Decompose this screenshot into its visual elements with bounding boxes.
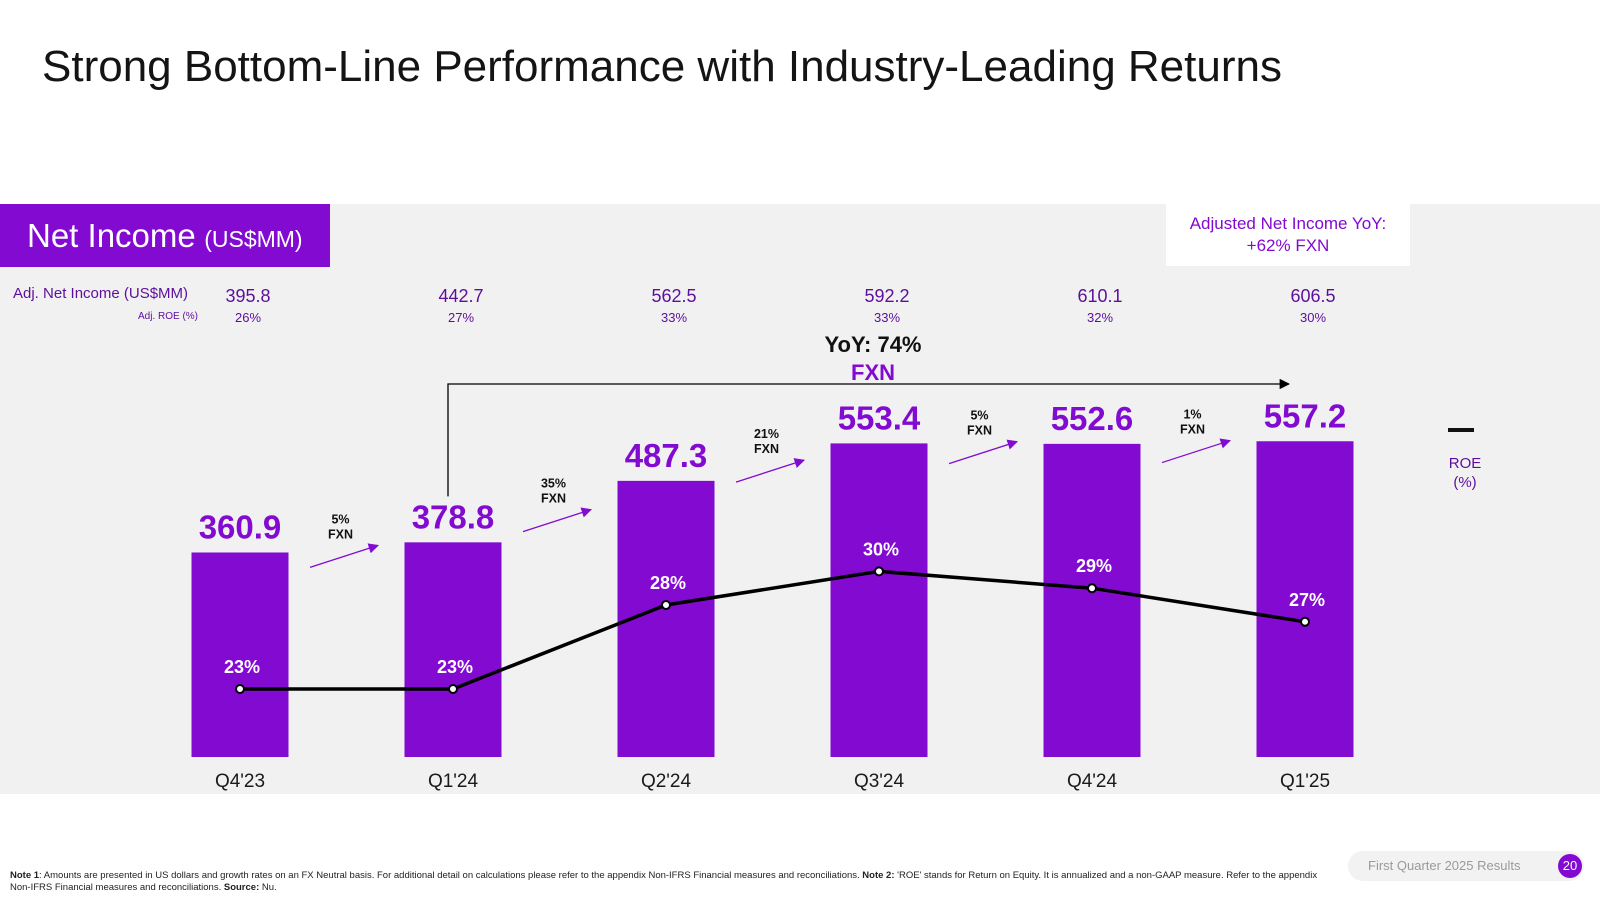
adj-roe-value: 27%: [448, 310, 474, 325]
footnote-source-text: Nu.: [259, 882, 277, 893]
roe-point: [1087, 583, 1097, 594]
bar-5: [1256, 441, 1354, 757]
roe-line: [240, 569, 1306, 691]
bar-0: [191, 552, 289, 757]
x-tick-label: Q3'24: [854, 771, 905, 792]
growth-pct-label: 5%: [331, 512, 349, 526]
adj-roe-value: 33%: [874, 310, 900, 325]
growth-pct-label: 1%: [1183, 408, 1201, 422]
adj-net-income-value: 562.5: [651, 286, 696, 306]
roe-legend: ROE (%): [1440, 454, 1490, 492]
growth-unit-label: FXN: [967, 424, 992, 438]
bar-1: [404, 542, 502, 757]
bar-4: [1043, 443, 1141, 757]
growth-arrow: [735, 458, 805, 483]
adj-net-income-value: 610.1: [1077, 286, 1122, 306]
yoy-label: YoY: 74%: [825, 332, 922, 357]
footnote-note1-label: Note 1: [10, 870, 40, 881]
footnote-source-label: Source:: [223, 882, 260, 893]
growth-pct-label: 5%: [970, 409, 988, 423]
page-title: Strong Bottom-Line Performance with Indu…: [42, 42, 1282, 91]
growth-arrow: [948, 439, 1018, 465]
x-tick-label: Q2'24: [641, 771, 692, 792]
callout-line-1: Adjusted Net Income YoY:: [1189, 214, 1387, 233]
footnote-note2-label: Note 2:: [862, 870, 895, 881]
adj-net-income-value: 395.8: [225, 286, 270, 306]
roe-point: [1300, 616, 1310, 627]
growth-unit-label: FXN: [754, 442, 779, 456]
bar-value-label: 378.8: [412, 498, 495, 535]
adj-net-income-value: 592.2: [864, 286, 909, 306]
section-label: Net Income (US$MM): [0, 204, 330, 267]
growth-arrow: [1161, 438, 1231, 464]
bar-value-label: 487.3: [625, 437, 708, 474]
footnote: Note 1: Amounts are presented in US doll…: [10, 870, 1330, 894]
callout-line-2: +62% FXN: [1246, 236, 1330, 255]
adj-roe-value: 26%: [235, 310, 261, 325]
roe-point: [448, 684, 458, 694]
growth-unit-label: FXN: [1180, 423, 1205, 437]
adj-net-income-value: 606.5: [1290, 286, 1335, 306]
roe-value-label: 28%: [650, 573, 686, 593]
bar-value-label: 557.2: [1264, 397, 1347, 434]
roe-point: [874, 566, 884, 577]
adj-roe-label: Adj. ROE (%): [138, 311, 199, 322]
adj-roe-value: 30%: [1300, 310, 1326, 325]
page-number-badge: 20: [1558, 854, 1582, 878]
roe-point: [661, 600, 671, 610]
x-tick-label: Q4'24: [1067, 771, 1118, 792]
growth-pct-label: 35%: [541, 477, 566, 491]
adj-net-income-value: 442.7: [438, 286, 483, 306]
adj-roe-value: 33%: [661, 310, 687, 325]
adj-net-income-label: Adj. Net Income (US$MM): [13, 285, 189, 302]
bar-value-label: 552.6: [1051, 400, 1134, 437]
section-label-unit: (US$MM): [204, 226, 303, 252]
roe-legend-unit: (%): [1453, 474, 1477, 491]
yoy-bracket: [447, 378, 1291, 497]
growth-arrow: [522, 507, 592, 533]
footer-text: First Quarter 2025 Results: [1368, 858, 1521, 873]
bar-value-label: 360.9: [199, 508, 282, 545]
roe-value-label: 27%: [1289, 590, 1325, 610]
growth-unit-label: FXN: [328, 527, 353, 541]
yoy-callout-box: Adjusted Net Income YoY: +62% FXN: [1166, 204, 1410, 266]
x-tick-label: Q1'24: [428, 771, 479, 792]
roe-value-label: 23%: [437, 657, 473, 677]
roe-value-label: 23%: [224, 657, 260, 677]
x-tick-label: Q1'25: [1280, 771, 1330, 792]
roe-value-label: 30%: [863, 539, 899, 559]
section-label-title: Net Income: [27, 217, 196, 254]
roe-legend-line: [1448, 428, 1474, 432]
growth-pct-label: 21%: [754, 427, 779, 441]
growth-arrow: [309, 543, 379, 569]
roe-value-label: 29%: [1076, 556, 1112, 576]
footnote-note2-text: 'ROE' stands for Return on Equity. It is…: [10, 870, 1318, 893]
roe-point: [235, 684, 245, 694]
x-tick-label: Q4'23: [215, 771, 265, 792]
roe-legend-label: ROE: [1448, 455, 1482, 472]
growth-unit-label: FXN: [541, 492, 566, 506]
footer-tag: First Quarter 2025 Results 20: [1348, 851, 1584, 881]
yoy-unit-label: FXN: [851, 360, 895, 385]
adj-roe-value: 32%: [1087, 310, 1113, 325]
bar-value-label: 553.4: [838, 399, 921, 436]
footnote-note1-text: : Amounts are presented in US dollars an…: [39, 870, 860, 881]
bar-3: [830, 443, 928, 757]
